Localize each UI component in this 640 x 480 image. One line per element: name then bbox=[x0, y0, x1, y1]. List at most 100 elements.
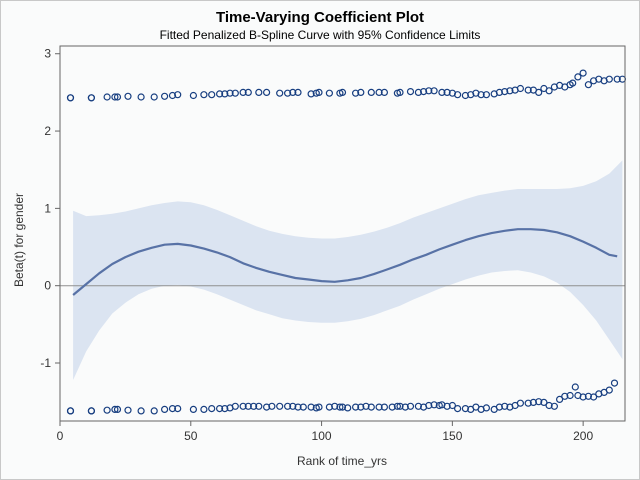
data-point bbox=[495, 403, 503, 411]
data-point bbox=[406, 402, 415, 410]
data-point bbox=[524, 399, 532, 407]
data-point bbox=[555, 395, 564, 403]
data-point bbox=[87, 94, 96, 102]
y-tick-label: 2 bbox=[44, 124, 51, 138]
data-point bbox=[529, 398, 538, 406]
data-point bbox=[482, 91, 490, 99]
data-point bbox=[425, 87, 433, 95]
data-point bbox=[221, 405, 229, 413]
data-point bbox=[150, 407, 158, 415]
data-point bbox=[545, 87, 553, 95]
data-point bbox=[174, 91, 182, 99]
data-point bbox=[216, 405, 224, 413]
data-point bbox=[396, 402, 404, 410]
data-point bbox=[448, 401, 456, 410]
data-point bbox=[516, 84, 525, 93]
data-point bbox=[137, 93, 145, 101]
data-point bbox=[250, 402, 258, 410]
confidence-band-layer bbox=[73, 160, 623, 380]
data-point bbox=[454, 91, 462, 99]
data-point bbox=[357, 403, 365, 411]
data-point bbox=[535, 398, 543, 406]
data-point bbox=[401, 403, 409, 411]
data-point bbox=[189, 91, 197, 100]
data-point bbox=[495, 88, 503, 97]
data-point bbox=[124, 406, 132, 414]
data-point bbox=[87, 407, 96, 415]
fit-curve bbox=[72, 228, 618, 296]
data-point bbox=[111, 93, 119, 101]
data-point bbox=[454, 405, 462, 413]
data-point bbox=[113, 93, 122, 101]
data-point bbox=[406, 87, 415, 96]
data-point bbox=[208, 91, 216, 99]
data-point bbox=[501, 402, 509, 410]
y-tick-label: 1 bbox=[44, 201, 51, 215]
data-point bbox=[566, 391, 574, 400]
data-point bbox=[430, 87, 438, 95]
data-point bbox=[443, 402, 451, 410]
data-point bbox=[289, 402, 297, 410]
y-tick-label: -1 bbox=[40, 356, 51, 370]
data-point bbox=[315, 403, 323, 411]
data-point bbox=[263, 88, 271, 97]
x-tick-label: 200 bbox=[573, 429, 593, 443]
data-point bbox=[569, 79, 577, 87]
data-point bbox=[613, 75, 621, 83]
data-point bbox=[200, 91, 208, 99]
chart-title: Time-Varying Coefficient Plot bbox=[215, 9, 425, 26]
data-point bbox=[299, 403, 307, 411]
data-point bbox=[367, 403, 375, 411]
data-point bbox=[103, 406, 111, 414]
data-point bbox=[352, 403, 360, 411]
data-point bbox=[574, 73, 582, 81]
data-point bbox=[208, 405, 216, 413]
data-point bbox=[66, 407, 75, 415]
data-point bbox=[284, 89, 292, 97]
data-point bbox=[221, 90, 229, 98]
data-point bbox=[367, 88, 375, 97]
data-point bbox=[189, 405, 197, 413]
data-point bbox=[113, 405, 122, 413]
data-point bbox=[150, 93, 158, 101]
chart-subtitle: Fitted Penalized B-Spline Curve with 95%… bbox=[159, 28, 481, 42]
data-point bbox=[443, 88, 451, 97]
data-point bbox=[66, 94, 75, 102]
data-point bbox=[579, 69, 587, 77]
data-point bbox=[161, 405, 169, 413]
data-point bbox=[255, 402, 263, 410]
data-point bbox=[545, 401, 553, 410]
data-point bbox=[137, 407, 145, 415]
data-point bbox=[255, 88, 263, 97]
axes-layer: 0 50 100 150 200 -1 0 1 2 3 bbox=[40, 45, 626, 443]
y-tick-label: 0 bbox=[44, 279, 51, 293]
data-point bbox=[338, 88, 347, 97]
data-point bbox=[231, 402, 239, 410]
data-point bbox=[605, 386, 613, 394]
y-axis-label: Beta(t) for gender bbox=[12, 193, 26, 287]
data-point bbox=[263, 403, 271, 411]
data-point bbox=[501, 87, 509, 96]
confidence-band bbox=[73, 160, 623, 380]
data-point bbox=[524, 86, 532, 94]
data-point bbox=[289, 88, 297, 97]
data-point bbox=[388, 403, 396, 411]
data-point bbox=[461, 405, 469, 413]
data-point bbox=[380, 403, 388, 411]
data-point bbox=[461, 91, 469, 100]
data-point bbox=[284, 402, 292, 410]
plot-area-border bbox=[59, 45, 626, 422]
data-point bbox=[430, 401, 438, 409]
data-point bbox=[344, 404, 352, 412]
data-point bbox=[216, 90, 224, 98]
data-point bbox=[315, 88, 323, 97]
data-point bbox=[294, 403, 302, 411]
y-tick-label: 3 bbox=[44, 47, 51, 61]
data-point bbox=[244, 402, 252, 410]
data-point bbox=[111, 405, 119, 413]
data-point bbox=[414, 88, 422, 97]
x-tick-label: 0 bbox=[57, 429, 64, 443]
data-point bbox=[200, 405, 208, 413]
data-point bbox=[425, 401, 433, 410]
